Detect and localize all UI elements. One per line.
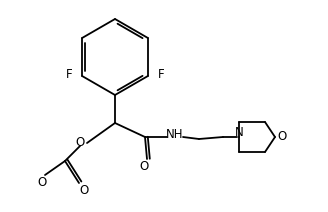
- Text: O: O: [37, 176, 47, 188]
- Text: O: O: [75, 135, 85, 148]
- Text: O: O: [79, 184, 89, 197]
- Text: O: O: [277, 131, 287, 144]
- Text: O: O: [139, 159, 149, 173]
- Text: F: F: [66, 68, 72, 81]
- Text: NH: NH: [166, 127, 184, 141]
- Text: N: N: [235, 126, 243, 138]
- Text: F: F: [157, 68, 164, 81]
